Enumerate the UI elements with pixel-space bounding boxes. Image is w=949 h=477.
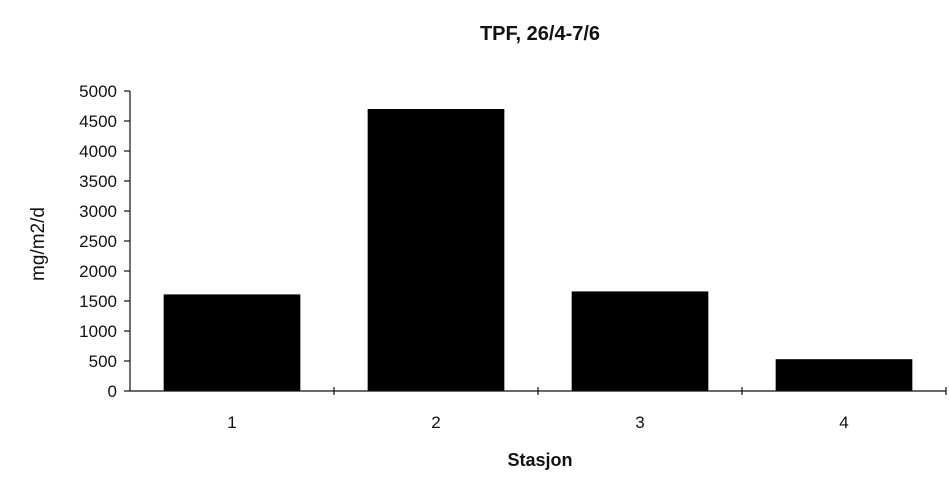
x-tick-label: 4 [839,413,848,432]
bar-stasjon-1 [163,294,301,391]
y-tick-label: 0 [108,382,117,401]
y-tick-label: 1000 [79,322,117,341]
y-tick-label: 3500 [79,172,117,191]
y-tick-label: 2500 [79,232,117,251]
x-axis-ticks: 1 2 3 4 [227,387,947,432]
y-axis-title: mg/m2/d [28,207,49,281]
bar-series [163,109,913,391]
y-tick-label: 2000 [79,262,117,281]
chart-title: TPF, 26/4-7/6 [480,23,600,45]
y-axis-ticks: 0 500 1000 1500 2000 2500 3000 3500 4000 4500 5000 [79,82,130,401]
bar-stasjon-2 [367,109,505,391]
y-tick-label: 3000 [79,202,117,221]
bar-stasjon-4 [775,359,913,391]
y-tick-label: 4000 [79,142,117,161]
y-tick-label: 500 [89,352,117,371]
x-tick-label: 3 [635,413,644,432]
y-tick-label: 5000 [79,82,117,101]
x-tick-label: 1 [227,413,236,432]
bar-stasjon-3 [571,291,709,391]
x-axis-title: Stasjon [507,450,572,470]
y-tick-label: 1500 [79,292,117,311]
y-tick-label: 4500 [79,112,117,131]
x-tick-label: 2 [431,413,440,432]
